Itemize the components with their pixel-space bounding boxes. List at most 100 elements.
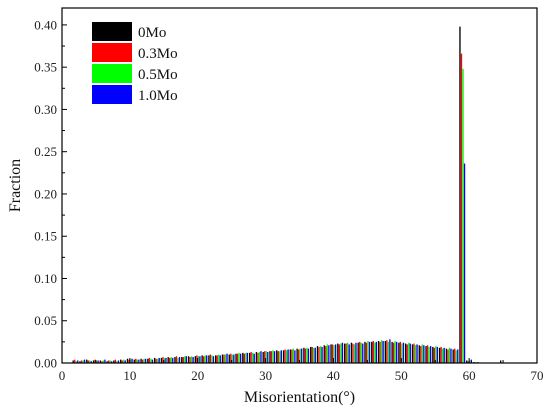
bar-1.0Mo-18 [185,356,187,363]
bar-0Mo-42 [343,343,346,363]
bar-0.3Mo-16 [169,357,171,363]
bar-0Mo-45 [364,341,366,363]
bar-1.0Mo-11 [138,359,140,363]
bar-0Mo-5 [92,360,95,363]
bar-1.0Mo-30 [267,352,269,363]
y-axis-title: Fraction [7,159,24,212]
bar-0Mo-17 [174,357,176,363]
bar-0.5Mo-22 [211,355,213,363]
bar-0.5Mo-11 [136,359,138,363]
bar-0.3Mo-3 [80,360,83,363]
bar-0Mo-26 [235,353,237,363]
bar-0.3Mo-28 [250,352,252,363]
bar-1.0Mo-25 [233,354,235,363]
bar-1.0Mo-54 [429,346,432,363]
bar-0.3Mo-48 [386,340,388,363]
bar-1.0Mo-24 [226,353,228,363]
bar-0Mo-22 [208,355,210,363]
bar-1.0Mo-56 [443,347,445,363]
bar-1.0Mo-57 [450,348,452,363]
bar-0.5Mo-51 [408,342,410,363]
bar-0.3Mo-23 [216,355,218,363]
bar-1.0Mo-28 [253,353,255,363]
bar-0Mo-53 [418,345,420,363]
plot-frame [61,7,538,364]
bar-0.5Mo-32 [279,351,281,363]
bar-0.5Mo-41 [340,343,342,363]
bar-0.3Mo-15 [162,357,164,363]
bar-0Mo-7 [106,361,108,363]
bar-0.5Mo-52 [414,345,417,363]
legend-label-0.3Mo: 0.3Mo [138,46,178,62]
bar-0.3Mo-52 [413,343,415,363]
bar-0.5Mo-36 [306,347,308,363]
bar-1.0Mo-52 [416,344,418,363]
bar-1.0Mo-36 [307,348,310,363]
bar-0.3Mo-55 [433,347,436,363]
bar-0.5Mo-10 [129,359,132,363]
bar-1.0Mo-42 [348,344,350,363]
bar-0.5Mo-8 [116,361,118,363]
bar-0.5Mo-12 [143,358,145,363]
bar-0.3Mo-14 [155,358,157,363]
bar-1.0Mo-32 [280,350,282,363]
bar-1.0Mo-27 [246,352,249,363]
y-tick-label: 0.00 [34,356,57,371]
bar-0.5Mo-9 [123,359,125,363]
x-tick-label: 40 [327,368,340,383]
bar-0Mo-20 [194,356,196,363]
bar-0.5Mo-14 [157,358,159,363]
bar-1.0Mo-10 [131,358,133,363]
bar-1.0Mo-58 [457,349,459,363]
bar-1.0Mo-31 [273,351,276,363]
bar-1.0Mo-15 [165,357,167,363]
bar-1.0Mo-12 [144,358,147,363]
bar-0.3Mo-46 [372,341,374,363]
bar-0.5Mo-47 [380,340,383,363]
bar-1.0Mo-60 [470,359,472,363]
bar-0.5Mo-17 [177,357,179,363]
bar-0.5Mo-53 [421,344,423,363]
bar-0.3Mo-38 [318,346,320,363]
x-axis-title: Misorientation(°) [244,389,355,406]
bar-0Mo-11 [133,359,135,363]
bar-0Mo-41 [337,343,339,363]
bar-0.3Mo-10 [128,359,130,363]
bar-1.0Mo-53 [423,345,425,363]
bar-0Mo-31 [269,351,271,363]
bar-1.0Mo-50 [402,342,405,363]
bar-0.3Mo-39 [325,346,327,363]
bar-0.3Mo-19 [189,357,191,363]
bar-0.3Mo-56 [440,346,442,363]
bar-0.3Mo-54 [426,345,429,363]
bar-0.5Mo-44 [360,342,362,363]
bar-1.0Mo-38 [321,346,323,363]
bar-0.3Mo-53 [420,346,422,363]
x-tick-label: 60 [463,368,476,383]
bar-0.3Mo-43 [352,343,354,363]
bar-1.0Mo-21 [206,355,208,363]
bar-0Mo-48 [384,341,386,363]
bar-0.3Mo-12 [141,359,144,363]
bar-0.5Mo-54 [428,346,430,363]
bar-0.5Mo-57 [448,347,451,363]
bar-0.5Mo-46 [374,342,376,363]
bar-0.5Mo-21 [204,355,206,363]
bar-0.3Mo-31 [270,351,273,363]
legend-label-0Mo: 0Mo [138,25,166,41]
bar-0.3Mo-8 [114,359,117,363]
bar-1.0Mo-59 [463,163,466,363]
bar-0Mo-43 [350,342,353,363]
bar-0.5Mo-24 [224,354,227,363]
bar-0.5Mo-37 [313,347,315,363]
bar-1.0Mo-37 [314,347,316,363]
bar-0Mo-50 [398,342,400,363]
bar-0.5Mo-31 [272,350,274,363]
bar-1.0Mo-43 [355,342,357,363]
bar-0.3Mo-58 [454,348,456,363]
y-tick-label: 0.30 [34,102,57,117]
bar-0.5Mo-50 [401,343,403,363]
bar-0Mo-18 [181,357,183,363]
bar-1.0Mo-35 [301,348,303,363]
bar-1.0Mo-17 [178,357,181,363]
